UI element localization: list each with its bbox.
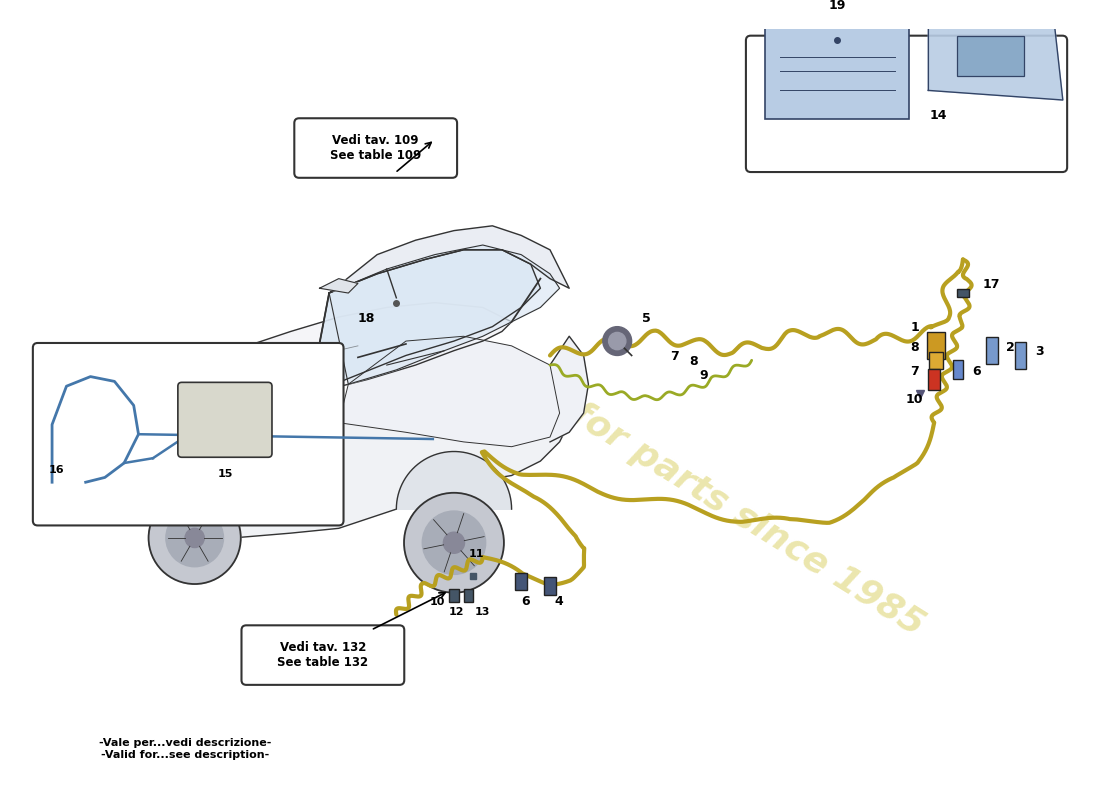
FancyBboxPatch shape: [1015, 342, 1026, 369]
Text: 10: 10: [905, 394, 923, 406]
FancyBboxPatch shape: [957, 36, 1024, 76]
FancyBboxPatch shape: [766, 23, 910, 119]
Polygon shape: [396, 451, 512, 509]
Polygon shape: [142, 456, 248, 509]
Polygon shape: [310, 250, 540, 394]
FancyBboxPatch shape: [928, 352, 944, 369]
Text: 16: 16: [50, 465, 65, 474]
Circle shape: [608, 333, 626, 350]
Text: 8: 8: [690, 355, 698, 368]
Text: 3: 3: [1035, 346, 1044, 358]
FancyBboxPatch shape: [463, 589, 473, 602]
Text: 18: 18: [358, 312, 375, 325]
Text: 15: 15: [217, 470, 232, 479]
Polygon shape: [319, 278, 358, 293]
Text: 7: 7: [910, 365, 918, 378]
Text: 4: 4: [554, 595, 563, 608]
Text: 6: 6: [972, 365, 981, 378]
Polygon shape: [339, 336, 560, 446]
Text: Vedi tav. 109
See table 109: Vedi tav. 109 See table 109: [330, 134, 421, 162]
Text: 12: 12: [449, 606, 464, 617]
Circle shape: [422, 511, 486, 574]
Polygon shape: [79, 446, 176, 490]
FancyBboxPatch shape: [515, 573, 527, 590]
Circle shape: [443, 532, 464, 554]
Text: 19: 19: [828, 0, 846, 12]
FancyBboxPatch shape: [957, 290, 969, 297]
Circle shape: [404, 493, 504, 593]
FancyBboxPatch shape: [295, 118, 458, 178]
Polygon shape: [79, 384, 569, 538]
Circle shape: [166, 509, 223, 566]
Text: 13: 13: [475, 606, 491, 617]
Text: 9: 9: [700, 370, 708, 382]
Polygon shape: [85, 466, 142, 504]
Text: passion for parts since 1985: passion for parts since 1985: [422, 307, 931, 642]
Circle shape: [185, 528, 205, 547]
FancyBboxPatch shape: [33, 343, 343, 526]
Text: 1: 1: [910, 322, 918, 334]
Circle shape: [603, 326, 631, 355]
Polygon shape: [550, 336, 588, 442]
FancyBboxPatch shape: [927, 333, 945, 359]
Text: 10: 10: [430, 597, 446, 607]
Polygon shape: [329, 245, 560, 384]
FancyBboxPatch shape: [178, 382, 272, 458]
Text: -Vale per...vedi descrizione-
-Valid for...see description-: -Vale per...vedi descrizione- -Valid for…: [99, 738, 272, 760]
Text: 7: 7: [671, 350, 679, 363]
FancyBboxPatch shape: [928, 369, 939, 390]
Text: 6: 6: [521, 595, 530, 608]
FancyBboxPatch shape: [986, 338, 998, 364]
Polygon shape: [79, 302, 512, 461]
Text: 11: 11: [469, 549, 484, 559]
Polygon shape: [928, 9, 1063, 100]
FancyBboxPatch shape: [242, 626, 405, 685]
FancyBboxPatch shape: [954, 360, 962, 379]
Polygon shape: [329, 226, 569, 293]
Text: 14: 14: [930, 110, 947, 122]
Circle shape: [148, 492, 241, 584]
Text: 2: 2: [1006, 341, 1015, 354]
FancyBboxPatch shape: [543, 578, 557, 594]
Text: Vedi tav. 132
See table 132: Vedi tav. 132 See table 132: [277, 641, 368, 669]
Text: 17: 17: [982, 278, 1000, 291]
FancyBboxPatch shape: [746, 36, 1067, 172]
Text: 5: 5: [641, 312, 650, 325]
FancyBboxPatch shape: [449, 589, 459, 602]
Text: 8: 8: [910, 341, 918, 354]
